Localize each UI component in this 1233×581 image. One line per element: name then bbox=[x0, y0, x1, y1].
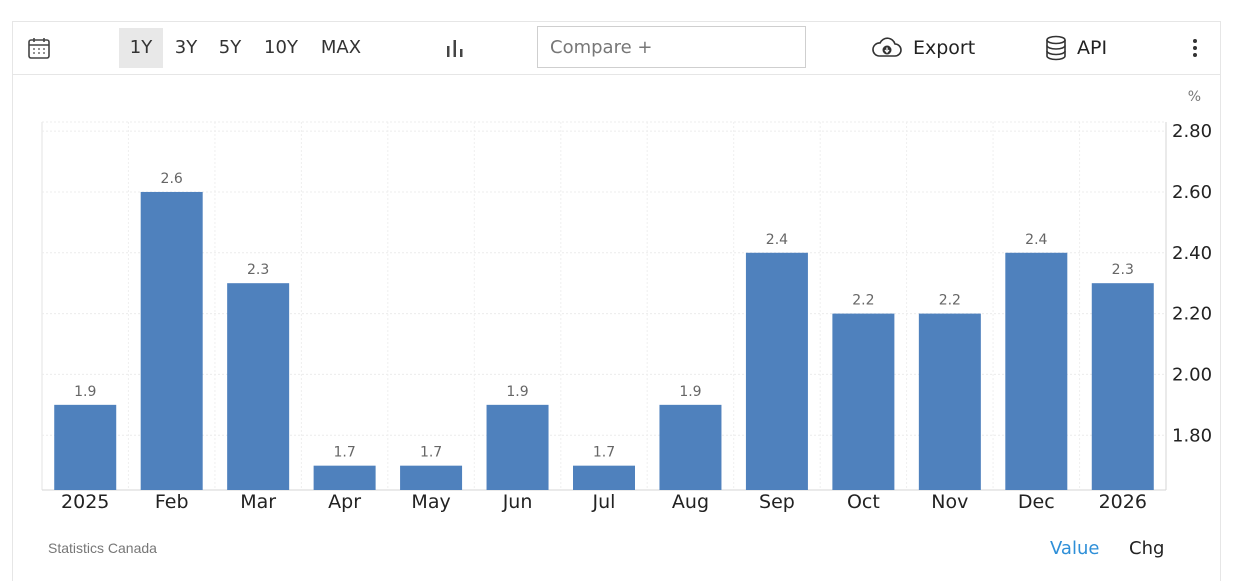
chart-y-tick-labels: 1.80 2.00 2.20 2.40 2.60 2.80 bbox=[1172, 121, 1212, 446]
bar-data-label: 2.2 bbox=[852, 293, 874, 309]
bar-chart-icon[interactable] bbox=[443, 36, 467, 60]
bar-data-label: 1.7 bbox=[420, 445, 442, 461]
cloud-download-icon bbox=[872, 37, 902, 57]
range-10y-button[interactable]: 10Y bbox=[264, 37, 298, 58]
api-button[interactable]: API bbox=[1045, 30, 1107, 66]
bar[interactable] bbox=[486, 404, 549, 490]
export-label: Export bbox=[913, 37, 976, 59]
bar[interactable] bbox=[659, 404, 722, 490]
x-tick-label: Mar bbox=[240, 491, 276, 513]
x-tick-label: 2025 bbox=[61, 491, 109, 513]
chart-toolbar: 1Y 3Y 5Y 10Y MAX Export API bbox=[13, 22, 1220, 75]
y-tick-label: 2.00 bbox=[1172, 364, 1212, 385]
source-label: Statistics Canada bbox=[48, 540, 157, 556]
y-tick-label: 1.80 bbox=[1172, 425, 1212, 446]
range-max-button[interactable]: MAX bbox=[320, 37, 362, 58]
bar-data-label: 2.6 bbox=[161, 171, 183, 187]
chart-widget: 1Y 3Y 5Y 10Y MAX Export API bbox=[12, 21, 1221, 581]
x-tick-label: Aug bbox=[672, 491, 709, 513]
bar[interactable] bbox=[745, 252, 808, 490]
x-tick-label: Apr bbox=[328, 491, 361, 513]
api-label: API bbox=[1077, 37, 1108, 59]
x-tick-label: Jul bbox=[592, 491, 616, 513]
bar[interactable] bbox=[1091, 283, 1154, 490]
bar-data-label: 1.7 bbox=[593, 445, 615, 461]
x-tick-label: Oct bbox=[847, 491, 880, 513]
bar[interactable] bbox=[400, 465, 463, 490]
calendar-icon[interactable] bbox=[27, 36, 51, 60]
x-tick-label: Nov bbox=[931, 491, 968, 513]
chart-data-labels: 1.9 2.6 2.3 1.7 1.7 1.9 1.7 1.9 2.4 2.2 2.2 2.4 2.3 bbox=[74, 171, 1134, 461]
y-unit-label: % bbox=[1188, 89, 1201, 105]
bar[interactable] bbox=[54, 404, 117, 490]
bar[interactable] bbox=[227, 283, 290, 490]
range-3y-button[interactable]: 3Y bbox=[174, 37, 198, 58]
y-tick-label: 2.20 bbox=[1172, 304, 1212, 325]
bar-data-label: 2.3 bbox=[1112, 262, 1134, 278]
y-tick-label: 2.40 bbox=[1172, 243, 1212, 264]
y-tick-label: 2.60 bbox=[1172, 182, 1212, 203]
bar-data-label: 2.2 bbox=[939, 293, 961, 309]
x-tick-label: Sep bbox=[759, 491, 795, 513]
range-5y-button[interactable]: 5Y bbox=[218, 37, 242, 58]
change-toggle-button[interactable]: Chg bbox=[1129, 538, 1165, 559]
export-button[interactable]: Export bbox=[871, 30, 975, 66]
y-tick-label: 2.80 bbox=[1172, 121, 1212, 142]
bar-data-label: 2.3 bbox=[247, 262, 269, 278]
bar-chart: % 1.9 2.6 2.3 1.7 1.7 1.9 1.7 1.9 2.4 2.2 2.2 2.4 2.… bbox=[41, 89, 1212, 513]
more-vertical-icon[interactable] bbox=[1183, 36, 1207, 60]
bar[interactable] bbox=[918, 313, 981, 490]
chart-bars bbox=[54, 191, 1154, 490]
bar[interactable] bbox=[313, 465, 376, 490]
compare-input[interactable] bbox=[537, 26, 806, 68]
x-tick-label: Dec bbox=[1018, 491, 1055, 513]
bar[interactable] bbox=[832, 313, 895, 490]
chart-grid bbox=[41, 121, 1167, 491]
bar-data-label: 1.9 bbox=[506, 384, 528, 400]
x-tick-label: Feb bbox=[155, 491, 189, 513]
bar[interactable] bbox=[573, 465, 635, 490]
bar-data-label: 2.4 bbox=[1025, 232, 1047, 248]
bar-data-label: 1.9 bbox=[679, 384, 701, 400]
x-tick-label: 2026 bbox=[1099, 491, 1147, 513]
database-icon bbox=[1046, 35, 1066, 61]
range-1y-button[interactable]: 1Y bbox=[119, 28, 163, 68]
bar-data-label: 1.7 bbox=[333, 445, 355, 461]
bar-data-label: 1.9 bbox=[74, 384, 96, 400]
bar[interactable] bbox=[1005, 252, 1068, 490]
bar-data-label: 2.4 bbox=[766, 232, 788, 248]
bar[interactable] bbox=[140, 191, 203, 490]
x-tick-label: Jun bbox=[502, 491, 533, 513]
chart-x-tick-labels: 2025 Feb Mar Apr May Jun Jul Aug Sep Oct Nov Dec 202… bbox=[61, 491, 1147, 513]
x-tick-label: May bbox=[411, 491, 450, 513]
value-toggle-button[interactable]: Value bbox=[1050, 538, 1100, 559]
